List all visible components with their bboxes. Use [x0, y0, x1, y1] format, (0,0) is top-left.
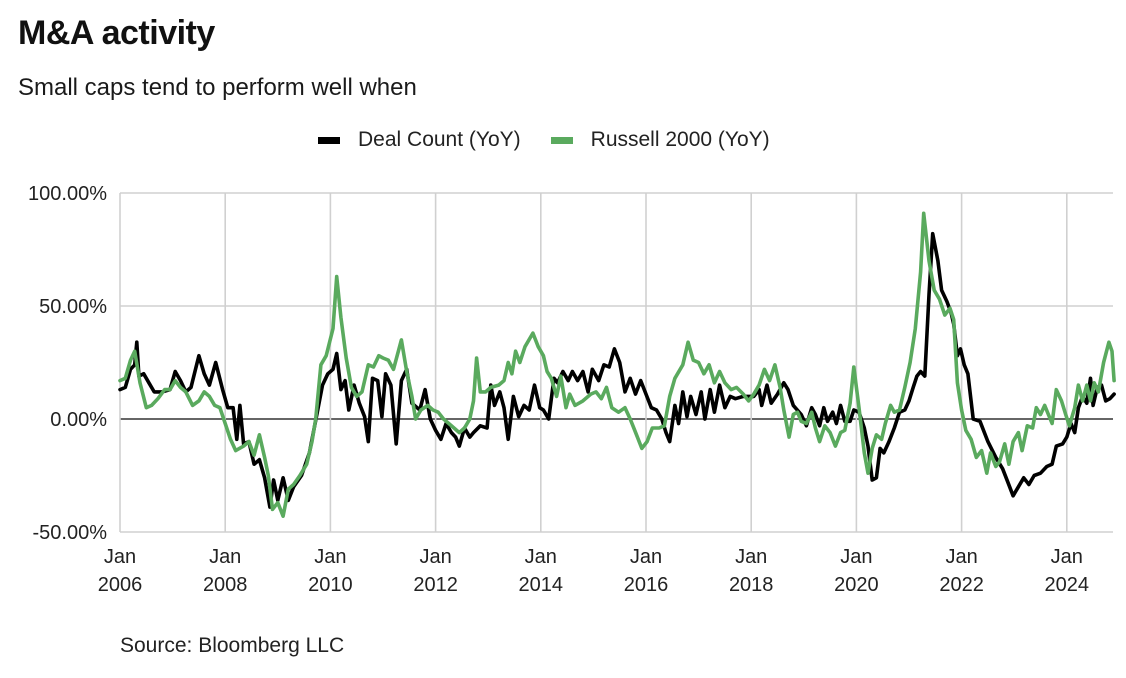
x-tick-label-month: Jan	[419, 546, 451, 568]
y-tick-label: -50.00%	[33, 522, 108, 544]
x-tick-label-year: 2020	[834, 574, 879, 596]
x-tick-label-month: Jan	[735, 546, 767, 568]
chart-subtitle: Small caps tend to perform well when	[18, 74, 417, 101]
legend-swatch-russell-2000	[550, 136, 573, 144]
legend-item-deal-count: Deal Count (YoY)	[318, 128, 521, 152]
y-tick-label: 0.00%	[50, 409, 107, 431]
x-tick-label-year: 2008	[203, 574, 248, 596]
legend-label-deal-count: Deal Count (YoY)	[358, 128, 521, 151]
x-tick-label-year: 2012	[413, 574, 458, 596]
x-tick-label-month: Jan	[314, 546, 346, 568]
legend: Deal Count (YoY) Russell 2000 (YoY)	[318, 128, 800, 152]
x-tick-label-month: Jan	[525, 546, 557, 568]
x-tick-label-year: 2016	[624, 574, 669, 596]
x-tick-label-month: Jan	[630, 546, 662, 568]
series-lines	[118, 211, 1116, 518]
series-line-russell-2000	[118, 211, 1116, 518]
legend-item-russell-2000: Russell 2000 (YoY)	[550, 128, 770, 152]
legend-label-russell-2000: Russell 2000 (YoY)	[590, 128, 770, 151]
series-line-deal-count	[118, 231, 1116, 509]
x-axis: Jan 2006 Jan 2008 Jan 2010 Jan 2012 Jan 2014 Jan 20…	[98, 546, 1089, 596]
x-tick-label-year: 2022	[939, 574, 984, 596]
y-tick-label: 100.00%	[28, 183, 107, 205]
x-tick-label-year: 2018	[729, 574, 774, 596]
source-note: Source: Bloomberg LLC	[120, 634, 345, 657]
grid-lines	[119, 192, 1113, 533]
x-tick-label-month: Jan	[945, 546, 977, 568]
x-tick-label-month: Jan	[1051, 546, 1083, 568]
x-tick-label-month: Jan	[840, 546, 872, 568]
legend-swatch-deal-count	[318, 136, 340, 144]
x-tick-label-year: 2010	[308, 574, 353, 596]
chart-title: M&A activity	[18, 14, 215, 52]
y-tick-label: 50.00%	[39, 296, 107, 318]
y-axis: 100.00% 50.00% 0.00% -50.00%	[28, 183, 107, 544]
x-tick-label-year: 2024	[1045, 574, 1090, 596]
x-tick-label-month: Jan	[209, 546, 241, 568]
x-tick-label-year: 2014	[519, 574, 564, 596]
x-tick-label-month: Jan	[104, 546, 136, 568]
x-tick-label-year: 2006	[98, 574, 143, 596]
